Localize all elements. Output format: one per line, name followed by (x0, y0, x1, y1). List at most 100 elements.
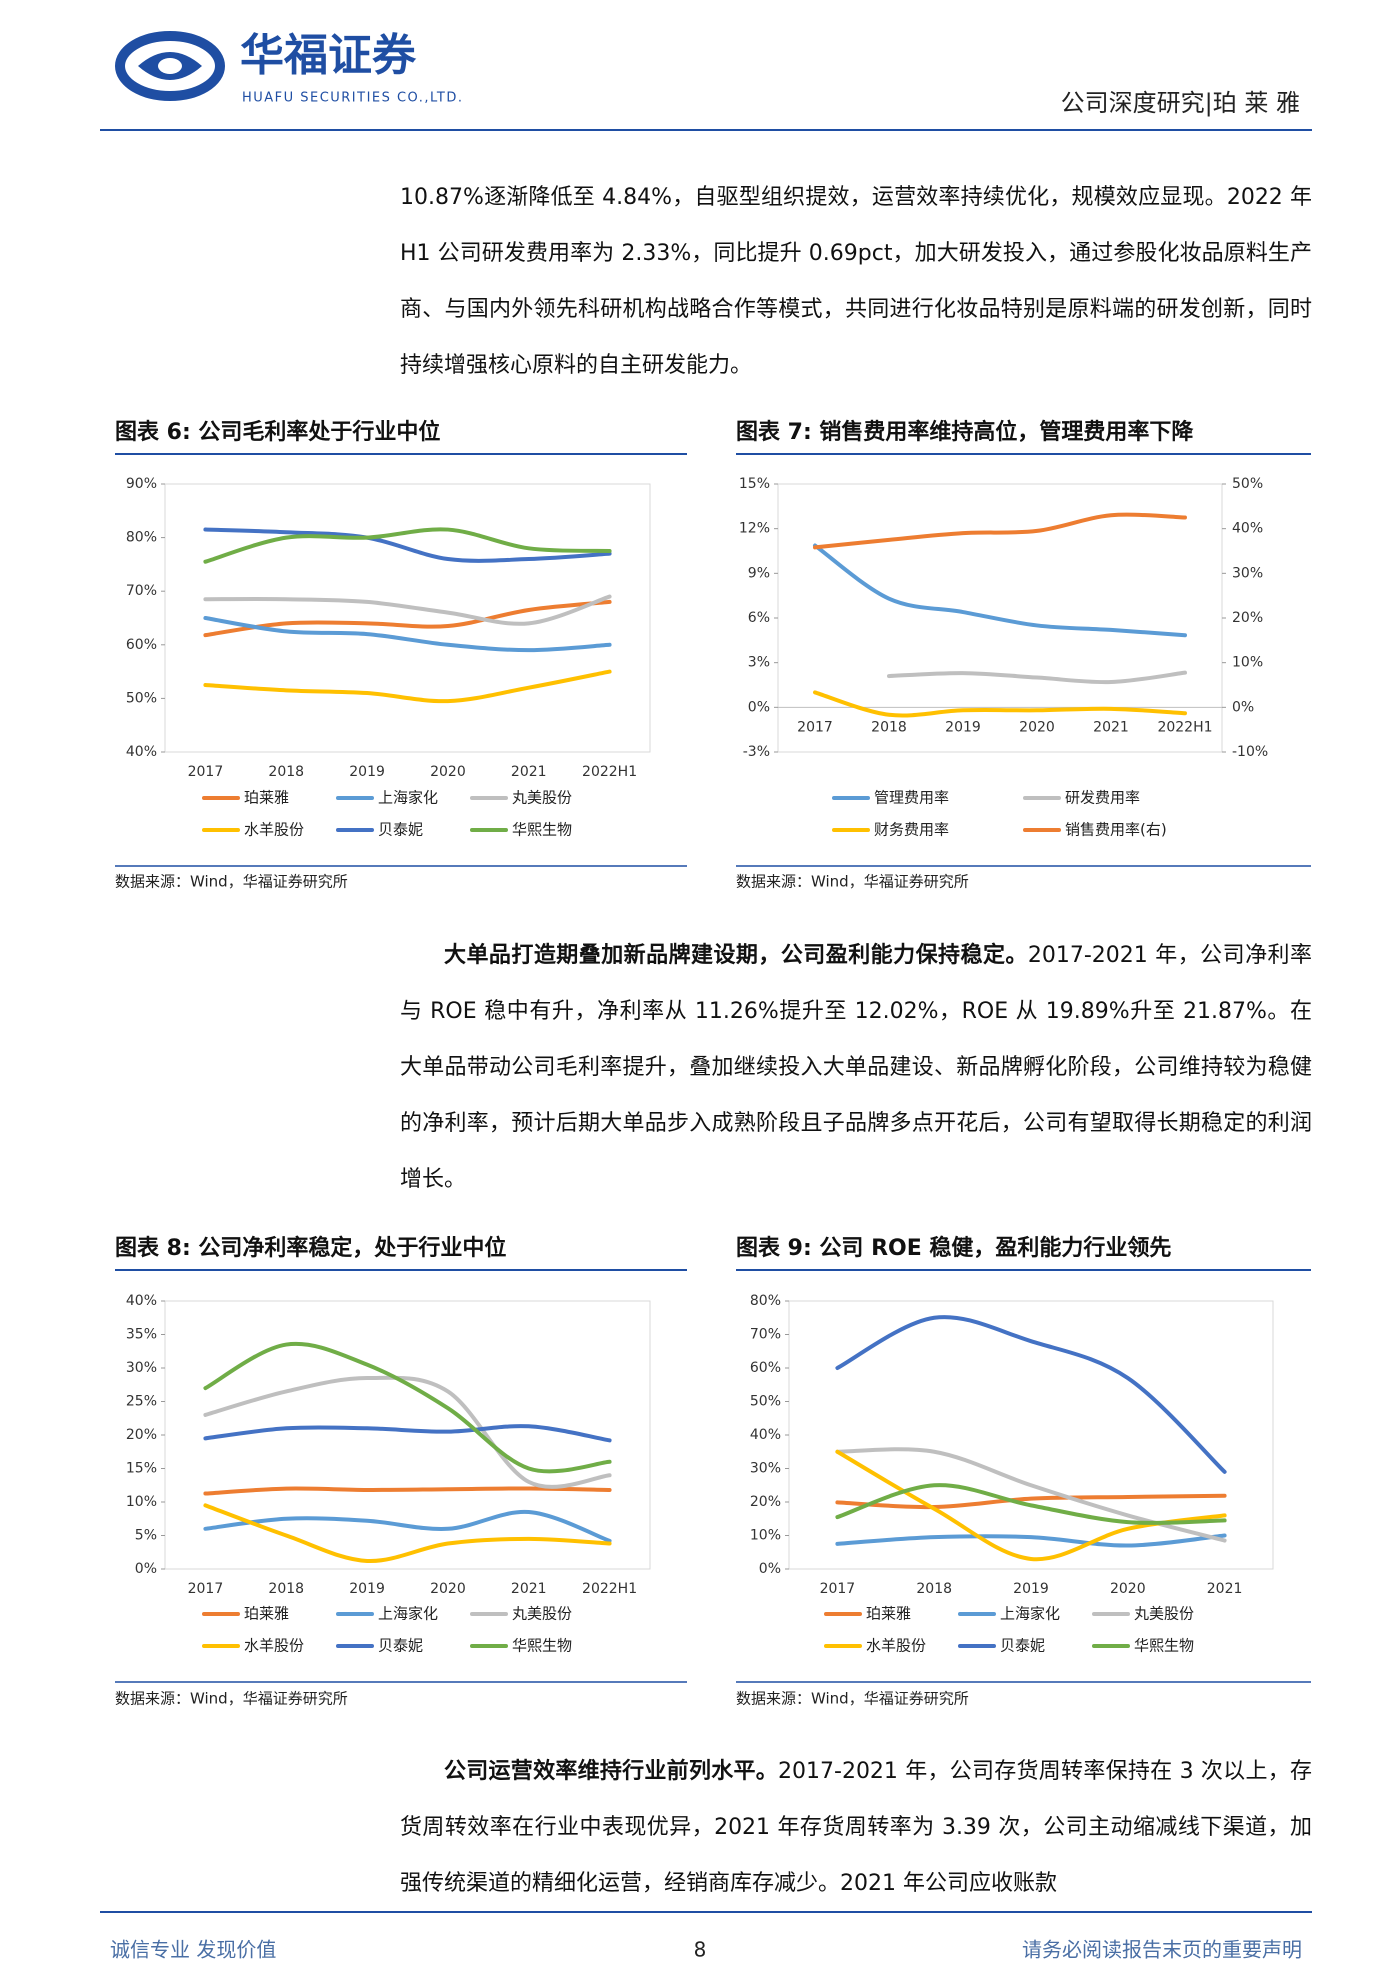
chart-source: 数据来源：Wind，华福证券研究所 (736, 1690, 969, 1708)
legend-label: 华熙生物 (1134, 1637, 1194, 1655)
y-tick-label: 25% (126, 1394, 157, 1410)
series-line (813, 690, 1187, 718)
y-tick-label: 40% (750, 1427, 781, 1443)
legend-label: 水羊股份 (866, 1637, 926, 1655)
legend-label: 丸美股份 (1134, 1605, 1194, 1623)
y-tick-label: 30% (750, 1461, 781, 1477)
y-tick-label: 60% (750, 1360, 781, 1376)
x-tick-label: 2019 (349, 1581, 385, 1597)
series-line (835, 1483, 1227, 1525)
y2-tick-label: 10% (1232, 655, 1263, 671)
legend-label: 贝泰妮 (378, 821, 423, 839)
paragraph-text: 2017-2021 年，公司净利率与 ROE 稳中有升，净利率从 11.26%提… (400, 943, 1312, 1192)
paragraph-text: 10.87%逐渐降低至 4.84%，自驱型组织提效，运营效率持续优化，规模效应显… (400, 185, 1312, 378)
logo-en: HUAFU SECURITIES CO.,LTD. (242, 91, 462, 106)
series-line (813, 543, 1187, 638)
series-line (813, 512, 1187, 550)
series-line (203, 1424, 612, 1443)
chart-title: 图表 8: 公司净利率稳定，处于行业中位 (115, 1235, 506, 1261)
chart-source: 数据来源：Wind，华福证券研究所 (736, 873, 969, 891)
legend-label: 管理费用率 (874, 789, 949, 807)
paragraph: 公司运营效率维持行业前列水平。2017-2021 年，公司存货周转率保持在 3 … (400, 1744, 1312, 1912)
legend-label: 珀莱雅 (244, 789, 289, 807)
y-tick-label: 50% (750, 1394, 781, 1410)
chart-title: 图表 7: 销售费用率维持高位，管理费用率下降 (736, 419, 1194, 445)
legend-label: 上海家化 (1000, 1605, 1060, 1623)
y-tick-label: 12% (739, 521, 770, 537)
legend-label: 华熙生物 (512, 821, 572, 839)
legend-label: 研发费用率 (1065, 789, 1140, 807)
chart-source: 数据来源：Wind，华福证券研究所 (115, 1690, 348, 1708)
y-tick-label: 80% (750, 1293, 781, 1309)
series-line (835, 1533, 1227, 1548)
logo (115, 31, 225, 101)
x-tick-label: 2019 (1013, 1581, 1049, 1597)
series-line (203, 669, 612, 704)
y-tick-label: 6% (748, 610, 770, 626)
x-tick-label: 2018 (268, 1581, 304, 1597)
y2-tick-label: 20% (1232, 610, 1263, 626)
x-tick-label: 2017 (797, 719, 833, 735)
legend-label: 水羊股份 (244, 821, 304, 839)
footer-right: 请务必阅读报告末页的重要声明 (1022, 1938, 1302, 1962)
x-tick-label: 2021 (511, 1581, 547, 1597)
x-tick-label: 2017 (188, 764, 224, 780)
header-section: 公司深度研究|珀 莱 雅 (1061, 89, 1300, 117)
legend-label: 丸美股份 (512, 1605, 572, 1623)
series-line (887, 670, 1187, 685)
legend-label: 珀莱雅 (866, 1605, 911, 1623)
y-tick-label: -3% (743, 744, 770, 760)
y-tick-label: 60% (126, 637, 157, 653)
series-line (203, 1341, 612, 1474)
chart-source: 数据来源：Wind，华福证券研究所 (115, 873, 348, 891)
page-number: 8 (694, 1938, 707, 1962)
y2-tick-label: 0% (1232, 699, 1254, 715)
x-tick-label: 2018 (916, 1581, 952, 1597)
plot-frame (164, 483, 651, 753)
legend-label: 华熙生物 (512, 1637, 572, 1655)
y-tick-label: 70% (126, 583, 157, 599)
y-tick-label: 0% (759, 1561, 781, 1577)
x-tick-label: 2017 (820, 1581, 856, 1597)
y-tick-label: 15% (126, 1461, 157, 1477)
y-tick-label: 40% (126, 744, 157, 760)
series-line (203, 1486, 612, 1496)
y-tick-label: 9% (748, 565, 770, 581)
x-tick-label: 2022H1 (1157, 719, 1212, 735)
y-tick-label: 30% (126, 1360, 157, 1376)
series-line (203, 527, 612, 563)
y2-tick-label: 50% (1232, 476, 1263, 492)
y-tick-label: 0% (748, 699, 770, 715)
series-line (203, 599, 612, 638)
series-line (835, 1315, 1227, 1474)
y-tick-label: 0% (135, 1561, 157, 1577)
legend-label: 销售费用率(右) (1065, 821, 1167, 839)
x-tick-label: 2018 (268, 764, 304, 780)
paragraph: 10.87%逐渐降低至 4.84%，自驱型组织提效，运营效率持续优化，规模效应显… (400, 170, 1312, 394)
series-line (203, 1503, 612, 1563)
x-tick-label: 2022H1 (582, 1581, 637, 1597)
x-tick-label: 2018 (871, 719, 907, 735)
series-line (203, 616, 612, 653)
x-tick-label: 2019 (349, 764, 385, 780)
legend-label: 贝泰妮 (378, 1637, 423, 1655)
x-tick-label: 2019 (945, 719, 981, 735)
y-tick-label: 40% (126, 1293, 157, 1309)
legend-label: 丸美股份 (512, 789, 572, 807)
y2-tick-label: 40% (1232, 521, 1263, 537)
x-tick-label: 2020 (1019, 719, 1055, 735)
series-line (203, 1509, 612, 1543)
y-tick-label: 80% (126, 530, 157, 546)
x-tick-label: 2020 (430, 764, 466, 780)
legend-label: 贝泰妮 (1000, 1637, 1045, 1655)
x-tick-label: 2021 (511, 764, 547, 780)
paragraph-lead: 公司运营效率维持行业前列水平。 (444, 1759, 779, 1784)
x-tick-label: 2022H1 (582, 764, 637, 780)
legend-label: 财务费用率 (874, 821, 949, 839)
chart-title: 图表 6: 公司毛利率处于行业中位 (115, 419, 440, 445)
legend-label: 水羊股份 (244, 1637, 304, 1655)
x-tick-label: 2017 (188, 1581, 224, 1597)
legend-label: 上海家化 (378, 789, 438, 807)
